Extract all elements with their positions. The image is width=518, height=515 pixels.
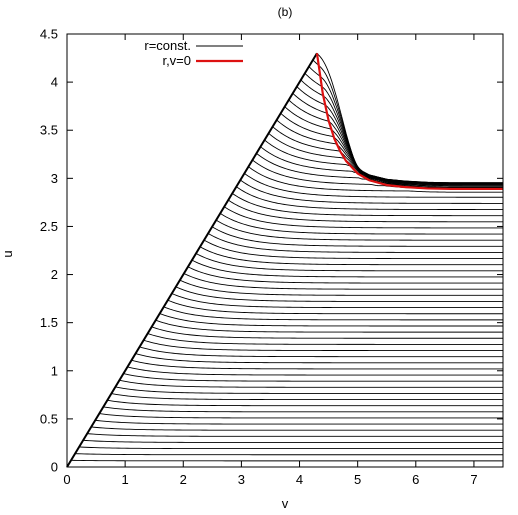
constant-r-curve [199,246,503,266]
x-tick-label: 4 [296,472,303,487]
constant-r-curve [119,379,503,388]
constant-r-curve [151,326,503,339]
constant-r-curve [280,112,503,184]
constant-r-curve [187,266,503,284]
x-axis-ticks: 0 1 2 3 4 5 6 7 [63,34,478,487]
constant-r-curve [139,346,503,358]
diagonal-boundary [66,52,318,468]
constant-r-curve [236,186,503,210]
constant-r-curve [83,439,503,443]
constant-r-curve [131,359,503,370]
constant-r-curve [211,226,503,247]
constant-r-curve [316,52,503,190]
x-tick-label: 7 [470,472,477,487]
constant-r-curve [300,79,503,185]
constant-r-curve [127,366,503,376]
constant-r-curve [167,299,503,315]
x-tick-label: 3 [238,472,245,487]
constant-r-curve [240,179,503,204]
constant-r-curve [155,319,503,333]
constant-r-curve [123,373,503,382]
constant-r-curve [232,193,503,217]
constant-r-curve [215,219,503,241]
constant-r-curve [71,459,503,462]
constant-r-curve [276,119,503,184]
constant-r-curve [244,173,503,198]
x-tick-label: 0 [63,472,70,487]
legend: r=const. r,v=0 [144,38,243,68]
constant-r-curve [79,446,503,450]
constant-r-curve [179,279,503,296]
constant-r-curve [135,353,503,364]
x-tick-label: 1 [122,472,129,487]
constant-r-curve [272,126,503,185]
constant-r-curve [219,213,503,235]
constant-r-curve [296,86,503,185]
constant-r-curve [228,199,503,223]
y-tick-label: 3 [51,171,58,186]
constant-r-curves [66,52,504,468]
series-r-v-zero [315,53,503,191]
y-tick-label: 1.5 [40,315,58,330]
y-tick-label: 0 [51,460,58,475]
y-tick-label: 0.5 [40,411,58,426]
x-tick-label: 5 [354,472,361,487]
constant-r-curve [75,453,503,456]
constant-r-curve [163,306,503,321]
constant-r-curve [95,419,503,425]
constant-r-curve [91,426,503,431]
constant-r-curve [111,393,503,401]
y-tick-label: 4 [51,75,58,90]
x-tick-label: 6 [412,472,419,487]
constant-r-curve [103,406,503,413]
legend-label-r-v-zero: r,v=0 [162,53,191,68]
constant-r-curve [159,313,503,327]
constant-r-curve [175,286,503,302]
constant-r-curve [99,413,503,419]
constant-r-curve [308,66,503,187]
y-tick-label: 4.5 [40,27,58,42]
constant-r-curve [147,333,503,345]
y-tick-label: 3.5 [40,123,58,138]
plot-frame [66,33,504,468]
constant-r-curve [195,253,503,272]
x-tick-label: 2 [180,472,187,487]
y-axis-label: u [0,250,15,257]
y-axis-ticks: 0 0.5 1 1.5 2 2.5 3 3.5 4 4.5 [40,27,503,475]
chart-title: (b) [278,5,293,19]
legend-label-r-const: r=const. [144,38,191,53]
constant-r-curve [143,339,503,351]
constant-r-curve [191,259,503,278]
x-axis-label: v [282,496,289,511]
constant-r-curve [107,399,503,407]
y-tick-label: 2 [51,267,58,282]
constant-r-curve [115,386,503,394]
constant-r-curve [183,273,503,290]
constant-r-curve [312,59,503,188]
constant-r-curve [304,72,504,186]
constant-r-curve [207,233,503,253]
constant-r-curve [171,293,503,309]
constant-r-curve [223,206,503,229]
y-tick-label: 2.5 [40,219,58,234]
y-tick-label: 1 [51,363,58,378]
constant-r-curve [87,433,503,437]
constant-r-curve [248,166,503,193]
constant-r-curve [203,239,503,260]
